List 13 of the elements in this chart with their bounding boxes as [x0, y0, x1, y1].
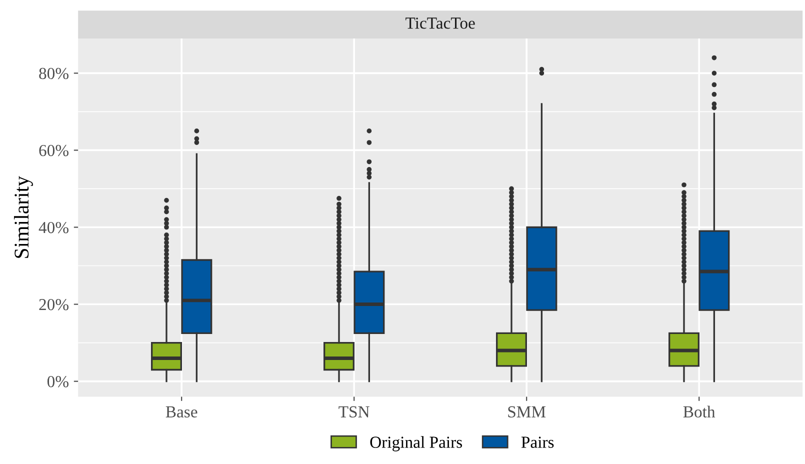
y-tick-label: 80% — [39, 68, 68, 80]
legend-label: Pairs — [521, 436, 554, 448]
x-tick-label: Base — [166, 406, 198, 418]
x-tick-label: TSN — [338, 406, 370, 418]
y-axis-title: Similarity — [14, 176, 33, 258]
y-tick-label: 40% — [38, 222, 68, 234]
x-tick-label: Both — [683, 406, 716, 418]
y-tick-label: 20% — [39, 298, 68, 310]
chart-title: TicTacToe — [406, 18, 475, 29]
y-tick-label: 0% — [47, 376, 68, 388]
legend-label: Original Pairs — [370, 436, 462, 452]
y-tick-label: 60% — [39, 144, 68, 156]
x-tick-label: SMM — [508, 406, 546, 418]
